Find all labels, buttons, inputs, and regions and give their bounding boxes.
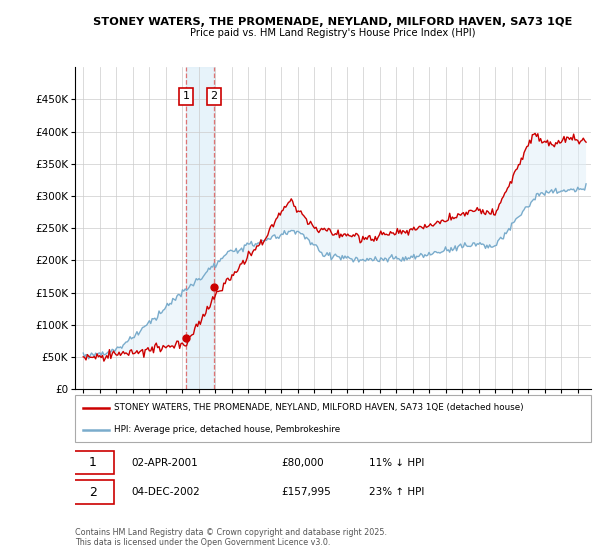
- Text: 2: 2: [210, 91, 217, 101]
- Text: Contains HM Land Registry data © Crown copyright and database right 2025.
This d: Contains HM Land Registry data © Crown c…: [75, 528, 387, 547]
- Text: HPI: Average price, detached house, Pembrokeshire: HPI: Average price, detached house, Pemb…: [114, 425, 340, 434]
- Text: STONEY WATERS, THE PROMENADE, NEYLAND, MILFORD HAVEN, SA73 1QE (detached house): STONEY WATERS, THE PROMENADE, NEYLAND, M…: [114, 403, 523, 412]
- FancyBboxPatch shape: [75, 395, 591, 442]
- Text: 04-DEC-2002: 04-DEC-2002: [132, 487, 200, 497]
- FancyBboxPatch shape: [73, 451, 114, 474]
- FancyBboxPatch shape: [73, 480, 114, 504]
- Text: 2: 2: [89, 486, 97, 498]
- Text: 23% ↑ HPI: 23% ↑ HPI: [369, 487, 424, 497]
- Text: 1: 1: [183, 91, 190, 101]
- Text: 1: 1: [89, 456, 97, 469]
- Text: 02-APR-2001: 02-APR-2001: [132, 458, 199, 468]
- Text: 11% ↓ HPI: 11% ↓ HPI: [369, 458, 424, 468]
- Text: £80,000: £80,000: [281, 458, 324, 468]
- Text: £157,995: £157,995: [281, 487, 331, 497]
- Text: STONEY WATERS, THE PROMENADE, NEYLAND, MILFORD HAVEN, SA73 1QE: STONEY WATERS, THE PROMENADE, NEYLAND, M…: [94, 17, 572, 27]
- Bar: [186, 67, 214, 389]
- Text: Price paid vs. HM Land Registry's House Price Index (HPI): Price paid vs. HM Land Registry's House …: [190, 28, 476, 38]
